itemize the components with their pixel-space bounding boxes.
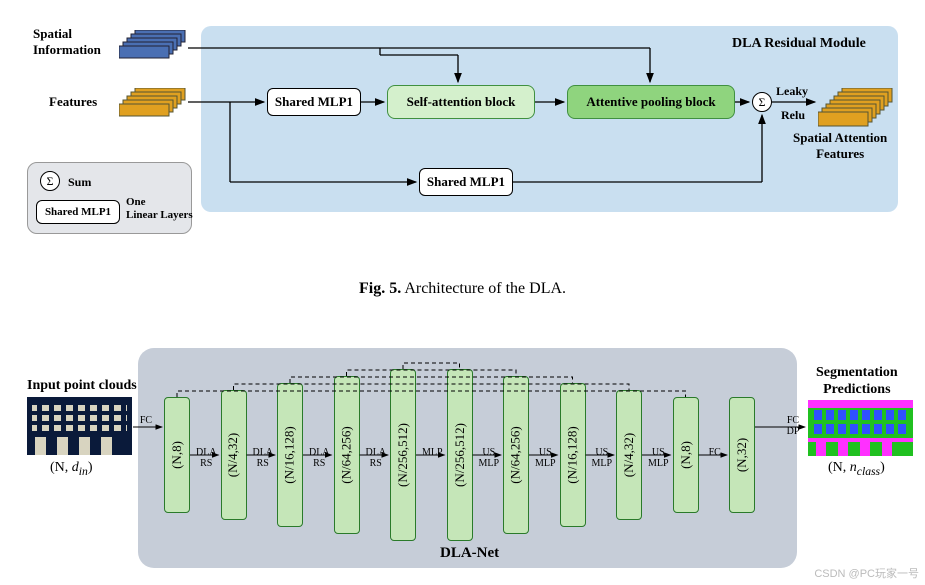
output-label: Spatial Attention Features	[793, 130, 887, 161]
input-image	[27, 397, 132, 455]
figure-caption: Fig. 5. Architecture of the DLA.	[0, 280, 925, 298]
output-dim: (N, nclass)	[828, 460, 885, 478]
arrow-label-6: USMLP	[475, 447, 503, 469]
arrow-label-1: DLARS	[192, 447, 220, 469]
input-dim: (N, din)	[50, 460, 93, 478]
net-block-9: (N,8)	[673, 397, 699, 513]
arrow-label-8: USMLP	[588, 447, 616, 469]
activation-relu: Relu	[781, 108, 805, 123]
net-block-label-9: (N,8)	[678, 441, 694, 469]
legend-mlp-box: Shared MLP1	[36, 200, 120, 224]
spatial-stack-icon	[119, 30, 175, 48]
net-block-label-0: (N,8)	[169, 441, 185, 469]
legend-desc: One Linear Layers	[126, 196, 193, 222]
net-block-10: (N,32)	[729, 397, 755, 513]
net-block-2: (N/16,128)	[277, 383, 303, 527]
net-block-8: (N/4,32)	[616, 390, 642, 520]
sum-node: Σ	[752, 92, 772, 112]
net-block-label-6: (N/64,256)	[508, 426, 524, 483]
shared-mlp1-block: Shared MLP1	[267, 88, 361, 116]
output-stack-icon	[818, 88, 898, 133]
watermark: CSDN @PC玩家一号	[814, 565, 919, 581]
net-block-7: (N/16,128)	[560, 383, 586, 527]
arrow-label-0: FC	[132, 415, 160, 426]
net-block-3: (N/64,256)	[334, 376, 360, 534]
net-block-4: (N/256,512)	[390, 369, 416, 541]
legend-sum-icon: Σ	[40, 171, 60, 191]
net-block-label-10: (N,32)	[734, 438, 750, 472]
features-label: Features	[49, 94, 97, 110]
arrow-label-9: USMLP	[644, 447, 672, 469]
arrow-label-11: FCDP	[779, 415, 807, 437]
net-block-label-1: (N/4,32)	[226, 433, 242, 477]
caption-text: Architecture of the DLA.	[404, 280, 566, 297]
arrow-label-2: DLARS	[249, 447, 277, 469]
self-attention-block: Self-attention block	[387, 85, 535, 119]
output-seg-label: Segmentation Predictions	[816, 365, 898, 399]
net-block-1: (N/4,32)	[221, 390, 247, 520]
arrow-label-10: FC	[701, 447, 729, 458]
shared-mlp1-skip-block: Shared MLP1	[419, 168, 513, 196]
activation-leaky: Leaky	[776, 84, 808, 99]
net-block-5: (N/256,512)	[447, 369, 473, 541]
arrow-label-4: DLARS	[362, 447, 390, 469]
arrow-label-7: USMLP	[531, 447, 559, 469]
net-name: DLA-Net	[440, 545, 499, 562]
net-block-label-5: (N/256,512)	[452, 423, 468, 487]
net-block-6: (N/64,256)	[503, 376, 529, 534]
input-pc-label: Input point clouds	[27, 378, 137, 394]
net-block-0: (N,8)	[164, 397, 190, 513]
output-image	[808, 400, 913, 456]
legend-sum-text: Sum	[68, 175, 91, 190]
arrow-label-5: MLP	[418, 447, 446, 458]
features-stack-icon	[119, 88, 175, 106]
net-block-label-3: (N/64,256)	[339, 426, 355, 483]
arrow-label-3: DLARS	[305, 447, 333, 469]
spatial-info-label: Spatial Information	[33, 26, 101, 57]
net-block-label-2: (N/16,128)	[282, 426, 298, 483]
attentive-pooling-block: Attentive pooling block	[567, 85, 735, 119]
net-block-label-7: (N/16,128)	[565, 426, 581, 483]
net-block-label-4: (N/256,512)	[395, 423, 411, 487]
net-block-label-8: (N/4,32)	[621, 433, 637, 477]
caption-prefix: Fig. 5.	[359, 280, 401, 297]
dla-module-title: DLA Residual Module	[732, 36, 866, 52]
